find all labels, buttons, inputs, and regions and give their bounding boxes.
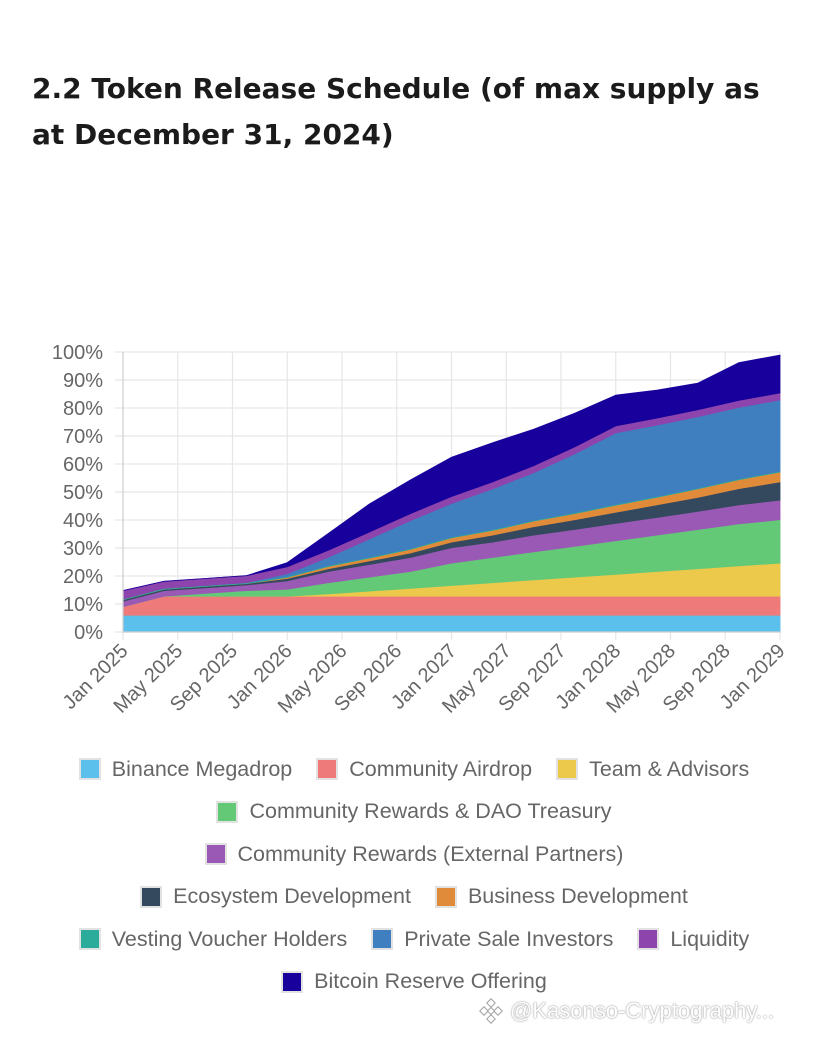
stacked-area-chart: 0%10%20%30%40%50%60%70%80%90%100%Jan 202… [52, 342, 790, 718]
legend-row: Ecosystem Development Business Developme… [0, 876, 828, 919]
chart-legend: Binance Megadrop Community Airdrop Team … [0, 748, 828, 1003]
legend-row: Vesting Voucher Holders Private Sale Inv… [0, 918, 828, 961]
legend-swatch [316, 758, 339, 781]
legend-item-business-development[interactable]: Business Development [434, 884, 688, 909]
legend-label: Community Rewards & DAO Treasury [249, 799, 612, 824]
chart-areas [122, 354, 781, 633]
legend-row: Community Rewards (External Partners) [0, 833, 828, 876]
legend-swatch [434, 885, 457, 908]
area-bitcoin-reserve-offering [122, 354, 781, 591]
y-tick-label: 30% [63, 538, 103, 560]
legend-swatch [371, 928, 394, 951]
legend-swatch [78, 758, 101, 781]
legend-swatch [78, 928, 101, 951]
legend-swatch [637, 928, 660, 951]
legend-item-binance-megadrop[interactable]: Binance Megadrop [78, 756, 293, 782]
y-tick-label: 40% [63, 510, 103, 532]
y-tick-label: 100% [52, 342, 103, 364]
legend-label: Community Airdrop [349, 756, 533, 781]
y-tick-label: 80% [63, 398, 103, 420]
legend-swatch [140, 885, 163, 908]
legend-label: Vesting Voucher Holders [111, 926, 348, 951]
legend-label: Bitcoin Reserve Offering [314, 969, 547, 994]
y-tick-label: 70% [63, 426, 103, 448]
legend-row: Bitcoin Reserve Offering [0, 961, 828, 1004]
legend-swatch [204, 843, 227, 866]
legend-item-community-airdrop[interactable]: Community Airdrop [316, 757, 532, 782]
y-tick-label: 20% [63, 566, 103, 588]
watermark: @Kasonso-Cryptography... [478, 998, 774, 1024]
legend-item-community-rewards-dao[interactable]: Community Rewards & DAO Treasury [216, 799, 612, 824]
legend-item-ecosystem-development[interactable]: Ecosystem Development [140, 884, 411, 909]
legend-item-community-rewards-external[interactable]: Community Rewards (External Partners) [204, 841, 624, 867]
legend-swatch [556, 758, 579, 781]
legend-label: Binance Megadrop [111, 756, 293, 781]
legend-label: Business Development [467, 884, 688, 909]
watermark-text: @Kasonso-Cryptography... [510, 998, 775, 1023]
page-title: 2.2 Token Release Schedule (of max suppl… [32, 72, 760, 151]
legend-item-bitcoin-reserve-offering[interactable]: Bitcoin Reserve Offering [281, 969, 547, 994]
legend-swatch [281, 970, 304, 993]
legend-swatch [216, 800, 239, 823]
y-tick-label: 0% [74, 622, 103, 644]
legend-item-vesting-voucher-holders[interactable]: Vesting Voucher Holders [78, 926, 348, 952]
area-binance-megadrop [122, 614, 781, 633]
legend-label: Community Rewards (External Partners) [237, 841, 624, 866]
y-tick-label: 60% [63, 454, 103, 476]
legend-label: Private Sale Investors [404, 926, 614, 951]
legend-label: Team & Advisors [589, 756, 750, 781]
y-tick-label: 90% [63, 370, 103, 392]
binance-logo-icon [479, 998, 503, 1024]
legend-row: Binance Megadrop Community Airdrop Team … [0, 748, 828, 791]
y-tick-label: 50% [63, 482, 103, 504]
legend-label: Ecosystem Development [173, 884, 411, 909]
legend-row: Community Rewards & DAO Treasury [0, 791, 828, 834]
legend-item-team-advisors[interactable]: Team & Advisors [556, 757, 749, 782]
y-tick-label: 10% [63, 594, 103, 616]
legend-item-private-sale-investors[interactable]: Private Sale Investors [371, 927, 613, 952]
legend-label: Liquidity [670, 926, 750, 951]
area-community-airdrop [122, 595, 781, 616]
legend-item-liquidity[interactable]: Liquidity [637, 927, 749, 952]
